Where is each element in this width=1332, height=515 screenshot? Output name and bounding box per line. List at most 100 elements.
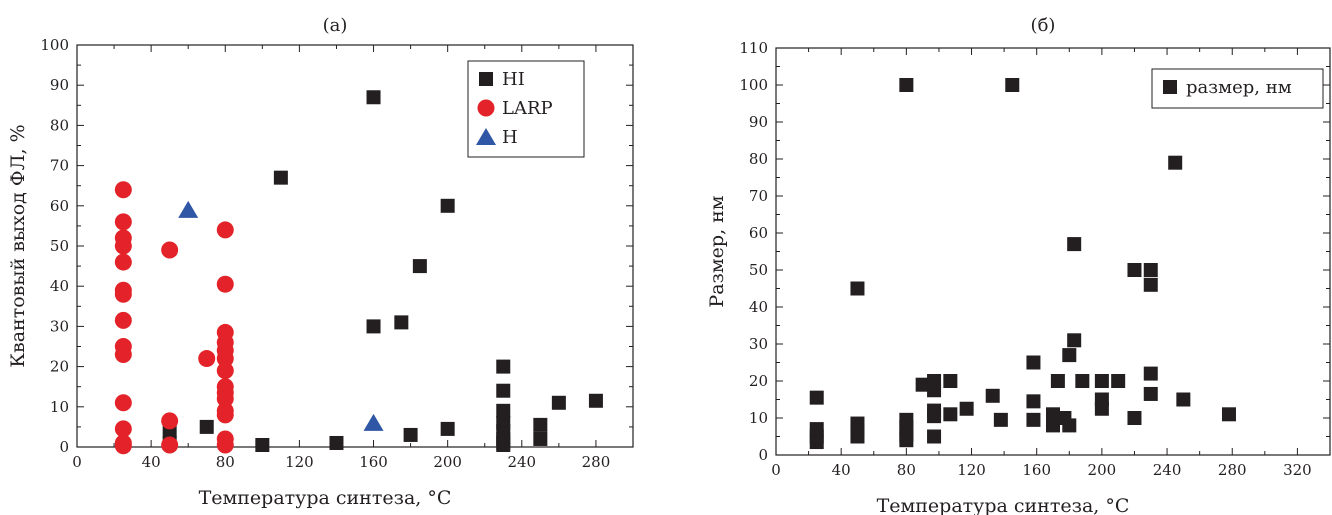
y-tick-label: 100 (40, 36, 69, 54)
data-point (199, 419, 214, 434)
data-point (1026, 355, 1041, 370)
data-point (114, 420, 132, 438)
data-point (216, 436, 234, 454)
data-point (394, 315, 409, 330)
data-point (114, 181, 132, 199)
y-axis-label: Размер, нм (706, 195, 728, 307)
x-tick-label: 120 (285, 453, 314, 471)
data-point (959, 401, 974, 416)
legend-label: HI (502, 69, 525, 90)
data-point (927, 429, 942, 444)
data-point (403, 427, 418, 442)
data-point (850, 281, 865, 296)
data-point (1062, 418, 1077, 433)
x-tick-label: 240 (1153, 461, 1182, 479)
x-tick-label: 280 (582, 453, 611, 471)
data-point (1067, 237, 1082, 252)
data-point (496, 359, 511, 374)
x-axis-label: Температура синтеза, °C (199, 487, 452, 509)
data-point (1127, 411, 1142, 425)
legend: HI LARP H (467, 60, 585, 158)
data-point (1067, 333, 1082, 348)
data-point (216, 362, 234, 380)
y-tick-label: 30 (50, 317, 69, 335)
data-point (216, 221, 234, 239)
data-point (1168, 155, 1183, 170)
data-point (366, 319, 381, 334)
data-point (161, 412, 179, 430)
data-point (114, 237, 132, 255)
x-tick-label: 280 (1218, 461, 1247, 479)
y-tick-label: 100 (739, 76, 768, 94)
data-point (1075, 374, 1090, 388)
x-tick-label: 160 (359, 453, 388, 471)
legend-label: H (502, 127, 518, 148)
data-point (366, 90, 381, 105)
x-tick-label: 0 (72, 453, 82, 471)
data-point (440, 198, 455, 213)
data-point (1176, 392, 1191, 407)
legend-box (1151, 68, 1324, 109)
x-tick-label: 40 (832, 461, 851, 479)
data-point (496, 437, 511, 452)
data-point (161, 241, 179, 259)
data-point (809, 390, 824, 405)
data-point (943, 407, 958, 422)
series-size (809, 78, 1236, 450)
x-tick-label: 200 (433, 453, 462, 471)
x-tick-label: 80 (216, 453, 235, 471)
y-tick-label: 70 (749, 187, 768, 205)
plot-frame (775, 47, 1331, 456)
data-point (114, 346, 132, 364)
data-point (1062, 348, 1077, 363)
data-point (161, 436, 179, 454)
data-point (1143, 366, 1158, 381)
y-tick-label: 10 (50, 398, 69, 416)
data-point (1143, 263, 1158, 277)
data-point (927, 383, 942, 398)
x-tick-label: 120 (957, 461, 986, 479)
data-point (927, 409, 942, 424)
data-point (1094, 374, 1109, 388)
panel-a: 0 40 80 120 160 200 240 280 0 10 20 30 40 50 60 70 80 90 1… (7, 15, 634, 509)
x-tick-label: 160 (1022, 461, 1051, 479)
data-point (216, 350, 234, 368)
data-point (178, 200, 199, 218)
legend-marker (477, 99, 495, 117)
data-point (496, 403, 511, 418)
data-point (496, 383, 511, 398)
data-point (363, 413, 384, 431)
data-point (588, 393, 603, 408)
data-point (1046, 407, 1060, 422)
data-point (273, 170, 288, 185)
x-tick-label: 0 (771, 461, 781, 479)
data-point (114, 213, 132, 231)
data-point (1026, 412, 1041, 427)
data-point (114, 394, 132, 412)
data-point (899, 78, 914, 92)
data-point (329, 435, 344, 450)
panel-title: (б) (1031, 15, 1056, 36)
data-point (1046, 418, 1060, 433)
data-point (1111, 374, 1126, 388)
y-tick-label: 40 (749, 298, 768, 316)
y-tick-label: 0 (59, 438, 69, 456)
data-point (533, 417, 548, 432)
y-tick-label: 30 (749, 335, 768, 353)
data-point (1143, 386, 1158, 401)
panel-title: (а) (323, 15, 348, 36)
y-tick-label: 50 (749, 261, 768, 279)
y-tick-label: 60 (749, 224, 768, 242)
data-point (114, 285, 132, 303)
legend-marker (476, 128, 496, 145)
data-point (985, 388, 1000, 403)
x-tick-label: 40 (142, 453, 161, 471)
y-tick-label: 110 (739, 39, 768, 57)
data-point (551, 395, 566, 410)
legend-label: LARP (502, 98, 553, 119)
data-point (809, 435, 824, 450)
data-point (216, 406, 234, 424)
data-point (255, 437, 270, 452)
data-point (533, 431, 548, 446)
